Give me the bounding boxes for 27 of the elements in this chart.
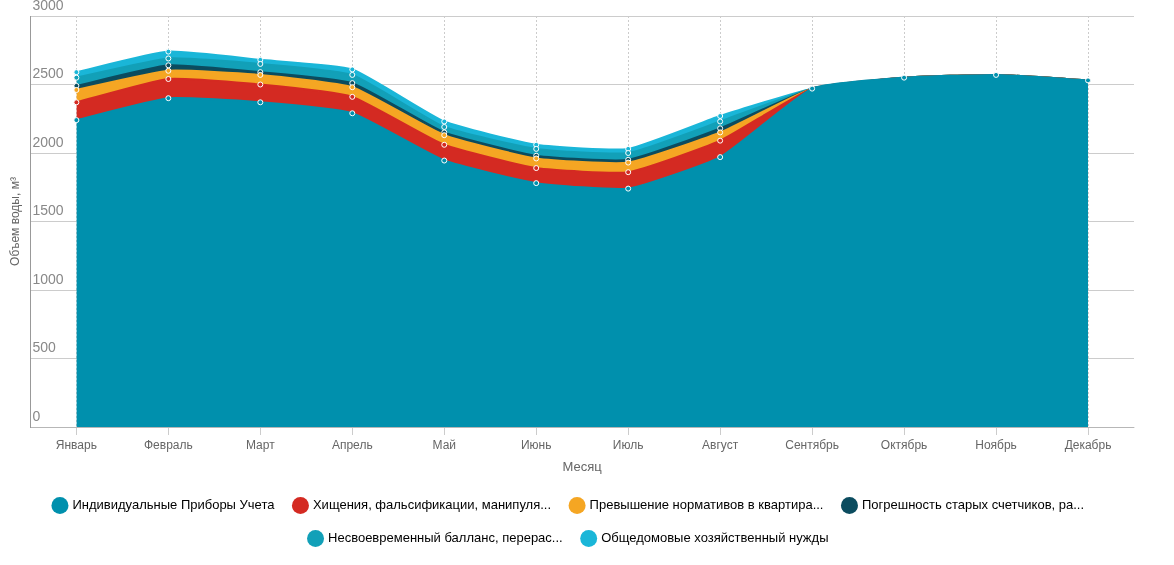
legend-label: Превышение нормативов в квартира...: [589, 497, 824, 513]
x-tick-label: Октябрь: [880, 437, 928, 452]
legend-label: Погрешность старых счетчиков, ра...: [861, 497, 1085, 513]
y-tick-label: 500: [32, 339, 56, 356]
y-tick-label: 2500: [32, 65, 64, 82]
legend-label: Общедомовые хозяйственный нужды: [601, 530, 829, 546]
x-tick-label: Август: [702, 437, 739, 452]
x-tick-label: Сентябрь: [785, 437, 839, 452]
x-tick-label: Февраль: [143, 437, 193, 452]
y-tick-label: 1500: [32, 202, 64, 219]
legend-label: Индивидуальные Приборы Учета: [72, 497, 276, 513]
y-tick-label: 3000: [32, 0, 64, 13]
y-tick-label: 2000: [32, 133, 64, 150]
x-tick-label: Июль: [612, 437, 644, 452]
legend-label: Хищения, фальсификации, манипуля...: [312, 497, 552, 513]
legend-label: Несвоевременный балланс, перерас...: [328, 530, 563, 546]
x-tick-label: Апрель: [331, 437, 373, 452]
x-tick-label: Март: [245, 437, 276, 452]
x-tick-label: Декабрь: [1064, 437, 1112, 452]
x-axis-title: Месяц: [562, 458, 603, 474]
x-tick-label: Январь: [55, 437, 97, 452]
y-tick-label: 1000: [32, 270, 64, 287]
y-tick-label: 0: [32, 407, 41, 424]
x-tick-label: Июнь: [520, 437, 552, 452]
y-axis-title: Объем воды, м³: [7, 177, 22, 266]
x-tick-label: Ноябрь: [975, 437, 1017, 452]
x-tick-label: Май: [432, 437, 457, 452]
